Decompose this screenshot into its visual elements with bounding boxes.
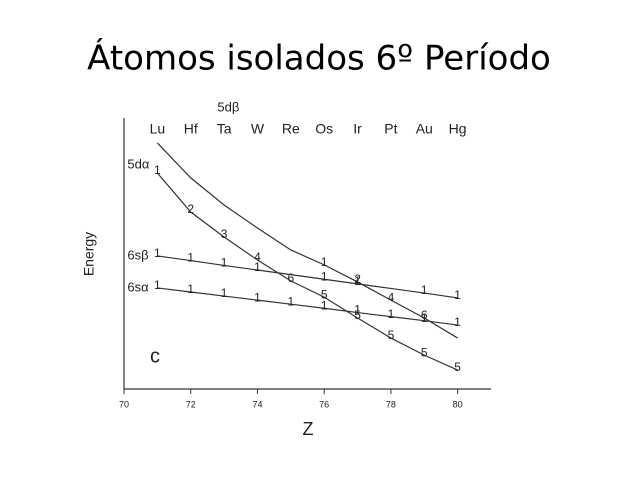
point-label: 1 xyxy=(388,307,395,321)
series-line xyxy=(156,142,458,339)
point-label: 1 xyxy=(154,246,161,260)
point-label: 1 xyxy=(421,283,428,297)
point-label: 1 xyxy=(354,303,361,317)
point-label: 2 xyxy=(187,202,194,216)
x-tick-label: 80 xyxy=(453,399,463,409)
y-axis-label: Energy xyxy=(81,232,97,276)
point-label: 6 xyxy=(421,308,428,322)
element-label: W xyxy=(251,121,265,137)
point-label: 1 xyxy=(154,163,161,177)
point-label: 1 xyxy=(454,315,461,329)
series-name: 5dβ xyxy=(217,99,239,114)
panel-label: c xyxy=(150,345,160,367)
point-label: 5 xyxy=(388,328,395,342)
element-label: Pt xyxy=(384,121,397,137)
x-tick-label: 72 xyxy=(186,399,196,409)
point-label: 1 xyxy=(321,269,328,283)
point-label: 1 xyxy=(254,290,261,304)
point-label: 1 xyxy=(221,286,228,300)
point-label: 5 xyxy=(354,308,361,322)
element-label: Hf xyxy=(184,121,198,137)
x-tick-label: 74 xyxy=(252,399,262,409)
series-name: 6sα xyxy=(127,279,149,294)
point-label: 1 xyxy=(421,311,428,325)
series-name: 6sβ xyxy=(127,247,148,262)
point-label: 1 xyxy=(287,294,294,308)
slide-title: Átomos isolados 6º Período xyxy=(87,38,551,79)
element-label: Re xyxy=(282,121,300,137)
point-label: 1 xyxy=(154,278,161,292)
point-label: 1 xyxy=(321,255,328,269)
point-label: 1 xyxy=(254,260,261,274)
x-tick-label: 78 xyxy=(386,399,396,409)
point-label: 5 xyxy=(421,345,428,359)
point-label: 5 xyxy=(454,360,461,374)
point-label: 1 xyxy=(354,274,361,288)
point-label: 1 xyxy=(454,288,461,302)
series-name: 5dα xyxy=(127,156,149,171)
element-label: Hg xyxy=(449,121,467,137)
point-label: 5 xyxy=(321,287,328,301)
x-tick-label: 76 xyxy=(319,399,329,409)
element-label: Ir xyxy=(353,121,362,137)
series-line xyxy=(157,287,458,326)
point-label: 3 xyxy=(221,227,228,241)
element-label: Au xyxy=(416,121,433,137)
point-label: 4 xyxy=(254,250,261,264)
point-label: 1 xyxy=(221,256,228,270)
point-label: 1 xyxy=(187,282,194,296)
series-line xyxy=(157,255,458,299)
point-label: 2 xyxy=(354,272,361,286)
element-label: Lu xyxy=(150,121,166,137)
series-line xyxy=(156,172,458,371)
element-label: Ta xyxy=(217,121,232,137)
element-label: Os xyxy=(315,121,333,137)
point-label: 6 xyxy=(287,271,294,285)
x-axis-label: Z xyxy=(303,419,314,439)
x-tick-label: 70 xyxy=(119,399,129,409)
point-label: 1 xyxy=(321,298,328,312)
point-label: 1 xyxy=(187,251,194,265)
point-label: 4 xyxy=(388,290,395,304)
